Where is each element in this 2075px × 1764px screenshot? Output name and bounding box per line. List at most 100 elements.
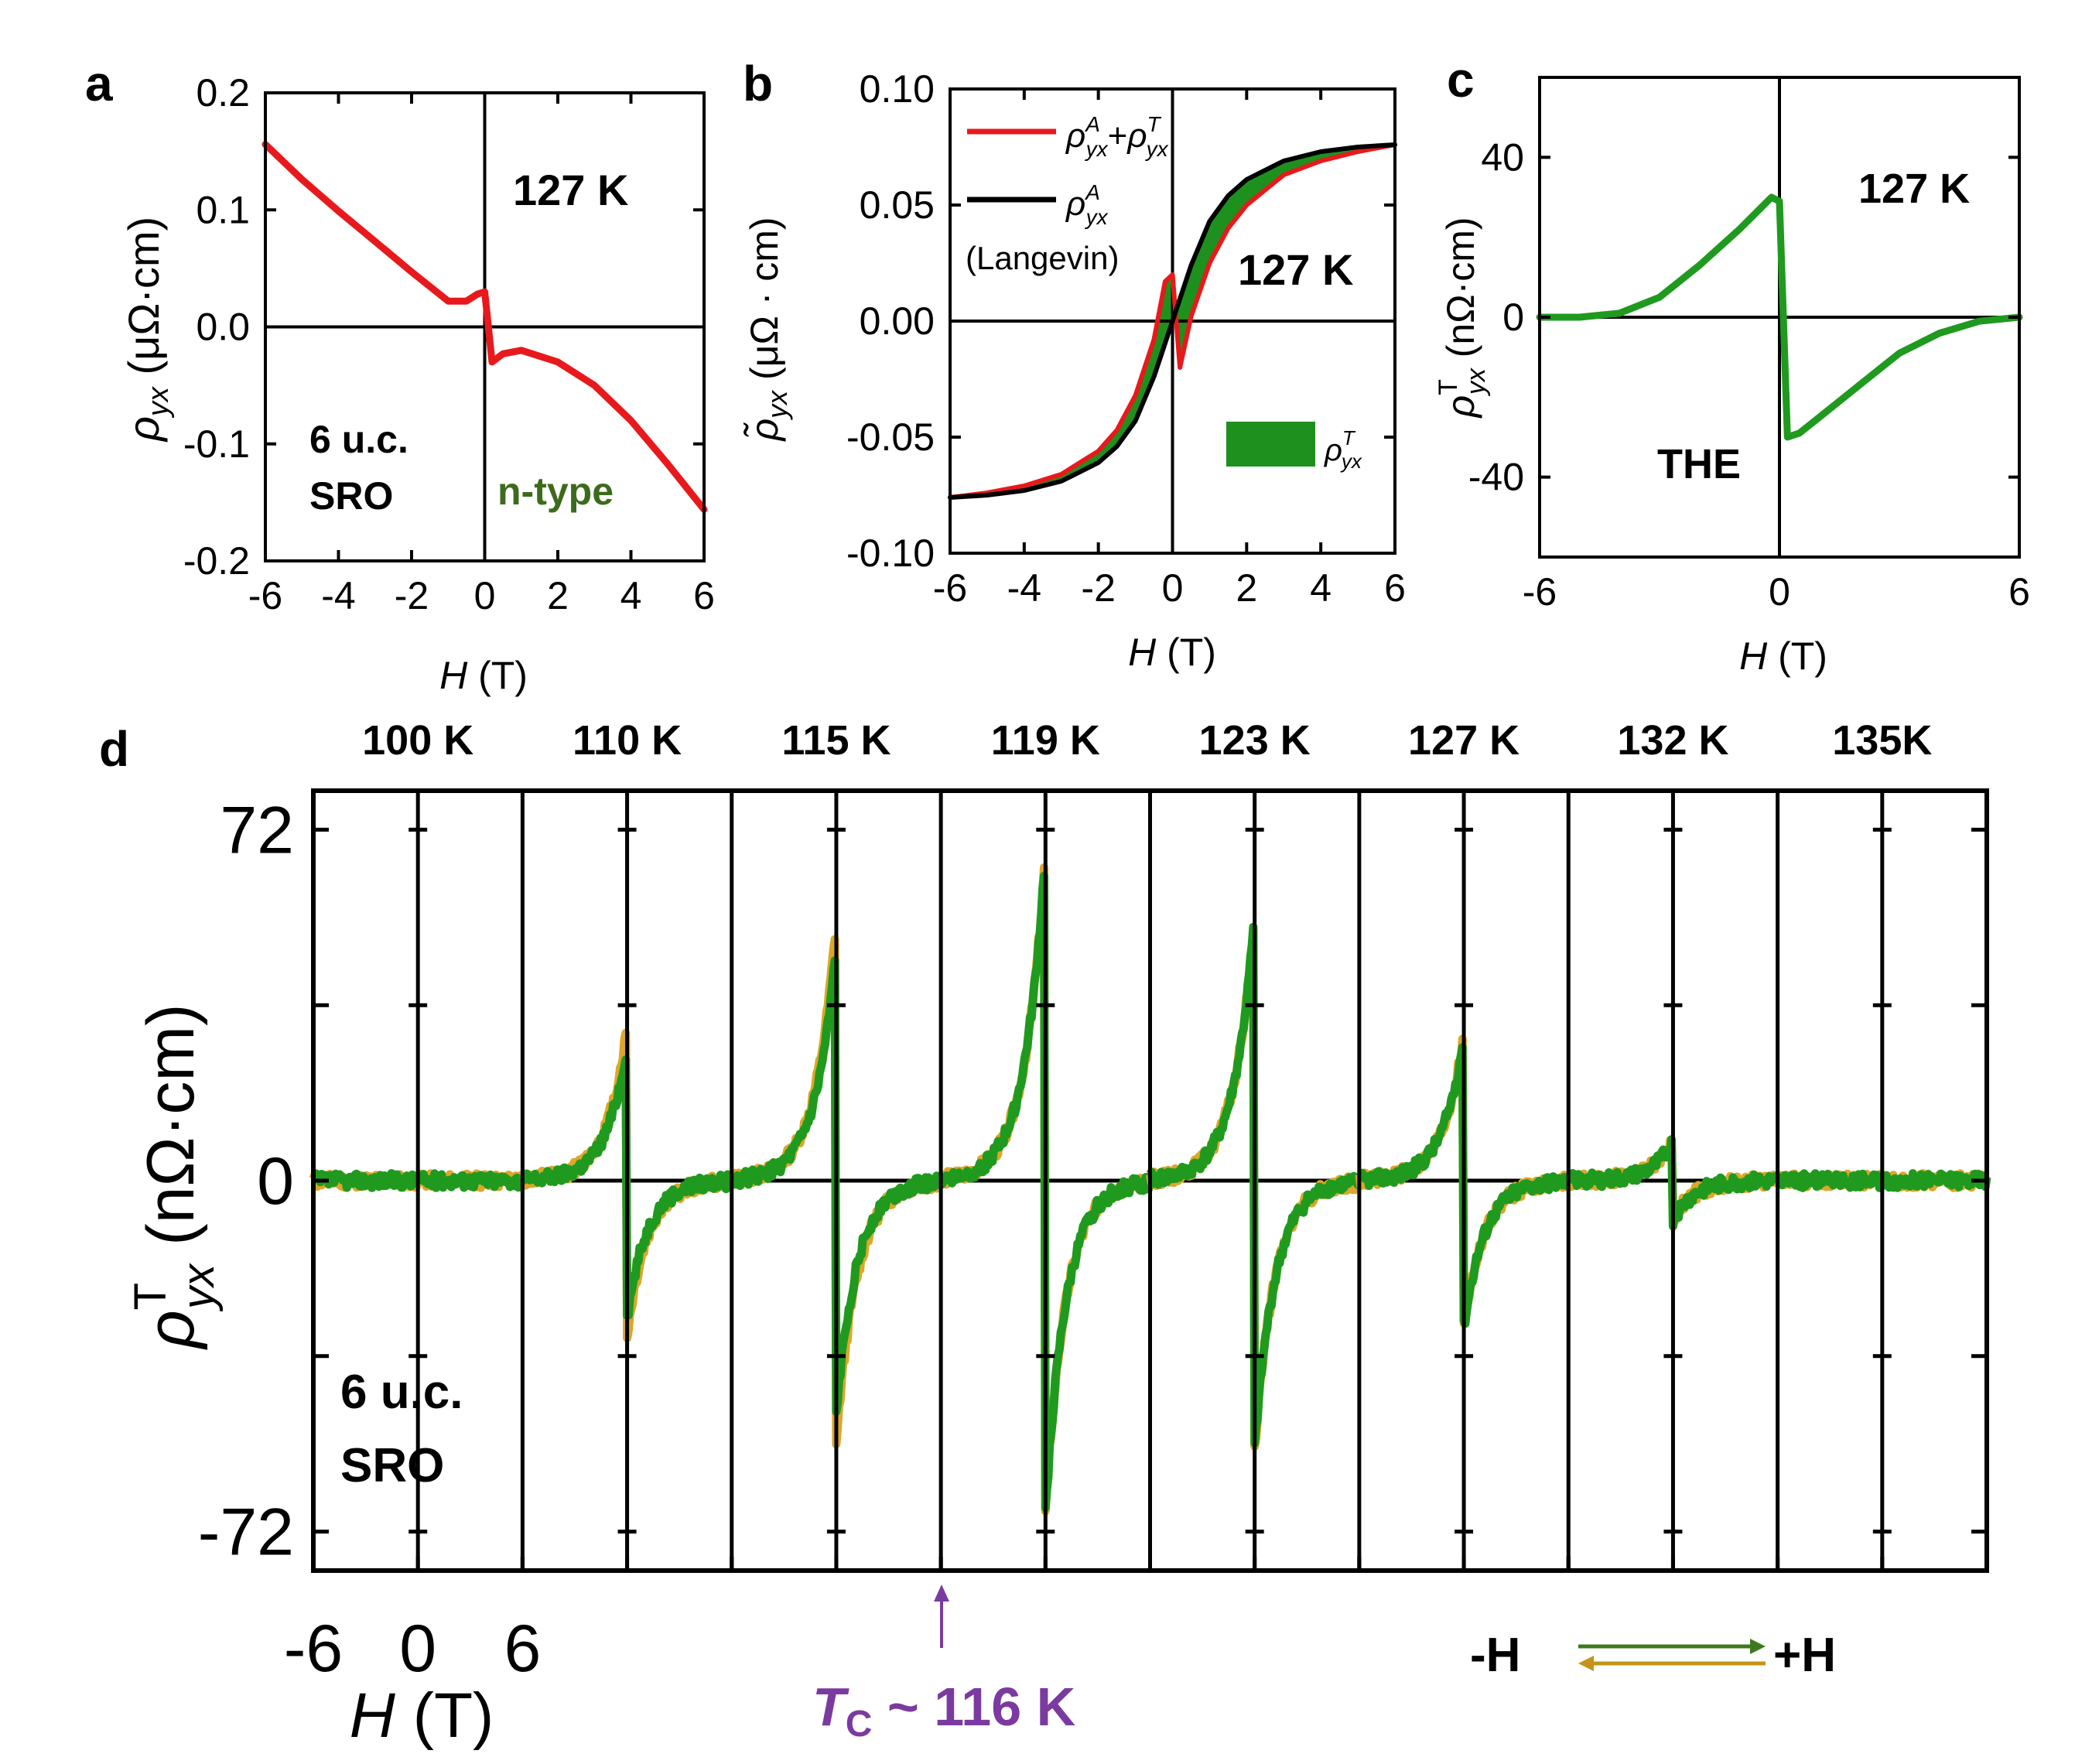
panel-b-xtick-label-4: 2 — [1236, 566, 1257, 610]
panel-b-legend-red-label: ρA yx+ρT yx — [1065, 112, 1169, 161]
panel-b-ylabel-sub: yx — [761, 389, 793, 421]
panel-c-xtick-label-1: 0 — [1769, 570, 1790, 614]
panel-b-plot: -6 -4 -2 0 2 4 6 -0.10 -0.05 0.00 0.05 0.10 — [846, 67, 1406, 610]
panel-b-ylabel: ρ̃yx (μΩ · cm) — [743, 217, 793, 442]
panel-a: a -6 -4 -2 0 2 4 6 -0.2 -0.1 0.0 0.1 0.2 ρyx (μΩ·cm… — [85, 56, 715, 697]
panel-c-xlabel: H (T) — [1739, 634, 1827, 678]
tc-label-rest: ~ 116 K — [872, 1677, 1075, 1737]
panel-b-annotation-temp: 127 K — [1238, 245, 1353, 294]
panel-label-d: d — [99, 721, 129, 777]
panel-d: d 100 K 110 K 115 K 119 K 123 K 127 K 132 K 135… — [99, 717, 1991, 1751]
panel-c-xtick-label-0: -6 — [1523, 570, 1557, 614]
panel-a-ylabel-sub: yx — [142, 385, 175, 419]
panel-b-xtick-label-2: -2 — [1081, 566, 1115, 610]
panel-d-temp-label-6: 132 K — [1617, 717, 1728, 764]
panel-b-shade-legend-label: ρT yx — [1324, 426, 1362, 473]
panel-d-temp-label-7: 135K — [1832, 717, 1932, 764]
sweep-legend-minus: -H — [1470, 1629, 1520, 1682]
sweep-arrow-green-head — [1750, 1639, 1766, 1654]
panel-b-ytick-label-0: -0.10 — [846, 532, 935, 575]
panel-a-xtick-label-4: 2 — [547, 574, 569, 617]
panel-d-ytick-label-0: -72 — [198, 1496, 294, 1570]
panel-c-annotation-the: THE — [1657, 441, 1741, 487]
panel-b-xlabel: H (T) — [1128, 631, 1216, 674]
panel-b-xtick-label-5: 4 — [1310, 566, 1331, 610]
panel-d-xtick-label-0: -6 — [284, 1612, 343, 1686]
panel-d-temp-label-1: 110 K — [573, 717, 682, 764]
panel-c-annotation-temp: 127 K — [1858, 166, 1970, 212]
panel-c-ylabel-sup: T — [1434, 379, 1463, 395]
panel-d-ylabel-unit: (nΩ·cm) — [134, 1003, 208, 1264]
panel-a-xlabel: H (T) — [439, 654, 528, 697]
panel-c-plot: -6 0 6 -40 0 40 — [1468, 76, 2030, 614]
panel-b-shade-legend-swatch — [1226, 422, 1315, 467]
panel-d-temp-label-0: 100 K — [362, 717, 473, 764]
panel-b: b -6 -4 -2 0 2 4 6 -0.10 -0.05 0.00 0.05 0.10 ρ̃yx … — [743, 56, 1406, 674]
panel-a-ytick-label-2: 0.0 — [196, 306, 250, 349]
tc-label: TC ~ 116 K — [812, 1677, 1075, 1745]
tc-arrow-head — [934, 1585, 949, 1602]
panel-c-ytick-label-1: 0 — [1502, 296, 1524, 339]
panel-b-xlabel-unit: (T) — [1156, 631, 1216, 674]
panel-b-legend-langevin: (Langevin) — [966, 240, 1119, 276]
panel-c-xlabel-unit: (T) — [1767, 634, 1827, 678]
panel-d-annotation-thickness: 6 u.c. — [340, 1366, 463, 1419]
panel-b-legend-black-label: ρA yx — [1065, 180, 1109, 229]
panel-a-ylabel-text: ρyx (μΩ·cm) — [119, 217, 175, 443]
panel-a-annotation-temp: 127 K — [513, 166, 628, 214]
panel-a-ytick-label-1: -0.1 — [183, 422, 250, 466]
panel-c-ytick-label-2: 40 — [1481, 135, 1524, 179]
panel-c-ylabel-unit: (nΩ·cm) — [1439, 217, 1482, 368]
tc-label-sub: C — [846, 1704, 873, 1745]
tc-label-T: T — [812, 1677, 849, 1737]
panel-d-ytick-label-1: 0 — [257, 1144, 294, 1219]
panel-d-xlabel: H (T) — [350, 1680, 494, 1751]
panel-d-temp-label-5: 127 K — [1408, 717, 1520, 764]
panel-b-ytick-label-1: -0.05 — [846, 415, 935, 459]
panel-d-temp-label-4: 123 K — [1199, 717, 1311, 764]
panel-b-series-0 — [948, 142, 1397, 500]
panel-a-annotation-ntype: n-type — [497, 470, 614, 513]
panel-a-xlabel-H: H — [439, 654, 468, 697]
panel-d-xlabel-H: H — [350, 1680, 396, 1751]
panel-a-xtick-label-6: 6 — [693, 574, 715, 617]
panel-b-xtick-label-0: -6 — [933, 566, 967, 610]
sweep-legend-plus: +H — [1773, 1629, 1836, 1682]
panel-c-ylabel: ρTyx (nΩ·cm) — [1434, 217, 1491, 419]
panel-b-ylabel-text: ρ̃yx (μΩ · cm) — [743, 217, 793, 442]
panel-a-xtick-label-0: -6 — [248, 574, 282, 617]
panel-c: c -6 0 6 -40 0 40 ρTyx (nΩ·cm) H (T) 127 K TH… — [1434, 52, 2030, 678]
panel-b-xtick-label-6: 6 — [1384, 566, 1406, 610]
panel-a-ylabel-sym: ρ — [119, 416, 168, 443]
panel-d-ytick-label-2: 72 — [220, 793, 294, 867]
panel-d-ylabel-sym: ρ — [134, 1310, 208, 1350]
panel-b-ytick-label-4: 0.10 — [860, 67, 935, 111]
panel-a-ytick-label-3: 0.1 — [196, 188, 250, 231]
panel-b-ytick-label-3: 0.05 — [860, 183, 935, 227]
panel-d-ylabel-sup: T — [125, 1283, 176, 1310]
panel-d-plot: 100 K 110 K 115 K 119 K 123 K 127 K 132 K 135K -… — [198, 717, 1991, 1686]
panel-c-ylabel-sym: ρ — [1439, 395, 1482, 419]
sweep-arrow-orange-head — [1578, 1656, 1594, 1671]
panel-label-c: c — [1447, 52, 1475, 108]
panel-b-xlabel-H: H — [1128, 631, 1157, 674]
panel-a-annotation-material: SRO — [309, 474, 393, 518]
panel-d-temp-label-2: 115 K — [781, 717, 891, 764]
panel-d-xlabel-unit: (T) — [395, 1680, 494, 1751]
panel-b-xtick-label-1: -4 — [1007, 566, 1041, 610]
panel-c-ylabel-sub: yx — [1461, 368, 1491, 396]
panel-b-ylabel-sym: ρ̃ — [743, 419, 786, 443]
panel-b-series-1 — [948, 142, 1397, 500]
panel-a-xtick-label-1: -4 — [321, 574, 355, 617]
panel-c-series-0 — [1536, 193, 2023, 441]
panel-a-annotation-thickness: 6 u.c. — [309, 418, 409, 461]
panel-c-ytick-label-0: -40 — [1468, 456, 1524, 499]
panel-d-xtick-label-2: 6 — [504, 1612, 541, 1686]
panel-c-xtick-label-2: 6 — [2008, 570, 2030, 614]
panel-a-xtick-label-3: 0 — [474, 574, 496, 617]
panel-a-ytick-label-4: 0.2 — [196, 71, 250, 115]
panel-d-annotation-material: SRO — [340, 1439, 444, 1492]
panel-d-ylabel-sub: yx — [173, 1263, 224, 1312]
panel-b-ylabel-unit: (μΩ · cm) — [743, 217, 786, 390]
